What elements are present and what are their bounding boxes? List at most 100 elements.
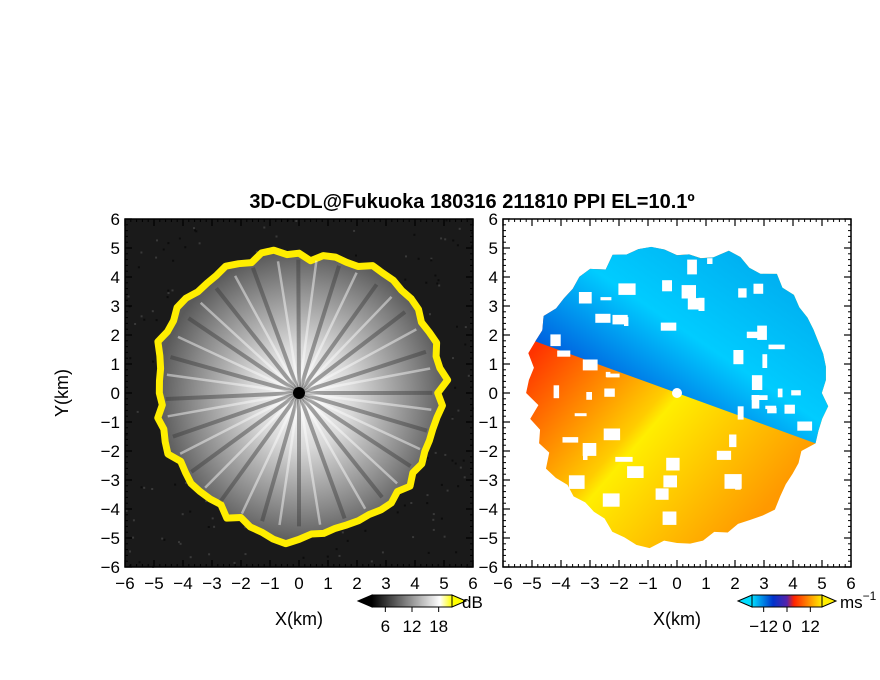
noise-speck <box>181 513 184 516</box>
noise-speck <box>137 266 140 269</box>
velocity-gap <box>615 456 633 462</box>
noise-speck <box>444 453 447 456</box>
y-tick-label: −1 <box>101 413 120 432</box>
noise-speck <box>404 278 407 281</box>
noise-speck <box>287 219 290 222</box>
noise-speck <box>432 518 435 521</box>
intensity-ray <box>296 259 301 394</box>
noise-speck <box>440 237 443 240</box>
noise-speck <box>205 500 208 503</box>
y-tick-label: 0 <box>111 384 120 403</box>
intensity-colorbar-gradient <box>371 594 453 608</box>
x-tick-label: 1 <box>323 574 332 593</box>
y-tick-label: −5 <box>101 529 120 548</box>
noise-speck <box>198 242 201 245</box>
velocity-gap <box>604 388 615 397</box>
intensity-ray <box>297 272 358 394</box>
intensity-center-dot <box>293 387 305 399</box>
velocity-gap <box>660 322 677 331</box>
noise-speck <box>412 536 415 539</box>
velocity-gap <box>595 313 611 323</box>
intensity-ray <box>278 392 301 526</box>
velocity-gap <box>757 325 767 340</box>
noise-speck <box>136 410 139 413</box>
noise-speck <box>211 517 214 520</box>
intensity-ray <box>251 267 301 394</box>
velocity-gap <box>666 457 680 471</box>
noise-speck <box>426 494 429 497</box>
noise-speck <box>341 531 344 534</box>
y-tick-label: −4 <box>479 500 498 519</box>
noise-speck <box>470 245 473 248</box>
y-tick-label: −2 <box>101 442 120 461</box>
noise-speck <box>189 510 192 513</box>
intensity-ray <box>297 260 318 394</box>
y-tick-label: 2 <box>111 326 120 345</box>
intensity-ray <box>297 391 384 499</box>
x-axis-label-right: X(km) <box>653 609 701 629</box>
x-tick-label: −4 <box>551 574 570 593</box>
noise-speck <box>410 502 413 504</box>
velocity-colorbar-ticks: −12 0 12 <box>749 607 820 636</box>
velocity-gap <box>600 297 612 301</box>
colorbar-tick-label: 12 <box>801 617 820 636</box>
y-tick-label: −5 <box>479 529 498 548</box>
noise-speck <box>163 538 166 541</box>
velocity-gap <box>655 488 669 500</box>
velocity-gap <box>662 280 672 292</box>
velocity-gap <box>582 359 598 371</box>
noise-speck <box>302 556 305 559</box>
noise-speck <box>440 517 443 520</box>
noise-speck <box>138 561 141 564</box>
velocity-gaps <box>550 258 813 525</box>
intensity-ray <box>298 391 428 433</box>
noise-speck <box>405 255 407 258</box>
noise-speck <box>430 257 433 260</box>
noise-speck <box>166 296 169 299</box>
velocity-gap <box>765 405 777 410</box>
noise-speck <box>161 537 164 540</box>
velocity-gap <box>707 258 713 264</box>
velocity-gap <box>777 388 783 398</box>
intensity-ray <box>177 335 300 395</box>
noise-speck <box>194 229 196 232</box>
intensity-ray <box>166 373 300 395</box>
colorbar-tick-label: 18 <box>429 617 448 636</box>
noise-speck <box>143 318 146 321</box>
noise-speck <box>155 319 158 322</box>
noise-speck <box>444 238 447 241</box>
intensity-ray <box>260 392 301 522</box>
x-tick-label: −5 <box>144 574 163 593</box>
y-tick-label: 4 <box>489 268 498 287</box>
velocity-gap <box>797 421 813 431</box>
x-tick-label: −3 <box>580 574 599 593</box>
noise-speck <box>174 483 177 486</box>
noise-speck <box>151 488 154 490</box>
noise-speck <box>263 226 266 229</box>
intensity-ray <box>297 283 379 395</box>
noise-speck <box>189 556 192 559</box>
noise-speck <box>417 257 420 260</box>
noise-speck <box>255 250 258 253</box>
noise-speck <box>426 457 429 460</box>
velocity-panel: −6−6 −5 −5 −4 −4 −3 −3 −2 −2 −1 −1 0 0 1 1 2 2 3 3 4 4 5 5 6 6 X… <box>479 210 856 629</box>
y-axis-label: Y(km) <box>52 369 72 417</box>
noise-speck <box>437 279 440 282</box>
noise-speck <box>125 509 128 512</box>
velocity-gap <box>751 375 763 390</box>
noise-speck <box>167 289 170 292</box>
velocity-unit-exponent: −1 <box>863 589 877 603</box>
y-tick-label: 1 <box>489 355 498 374</box>
x-tick-label: −1 <box>260 574 279 593</box>
colorbar-high-arrow <box>821 594 838 608</box>
colorbar-low-arrow <box>356 594 373 608</box>
velocity-gap <box>733 350 744 365</box>
intensity-ray <box>298 391 421 451</box>
velocity-gap <box>662 511 677 525</box>
velocity-center-dot <box>672 388 682 398</box>
noise-speck <box>326 555 329 558</box>
velocity-gap <box>753 283 764 294</box>
noise-speck <box>445 219 448 222</box>
noise-speck <box>244 526 247 529</box>
